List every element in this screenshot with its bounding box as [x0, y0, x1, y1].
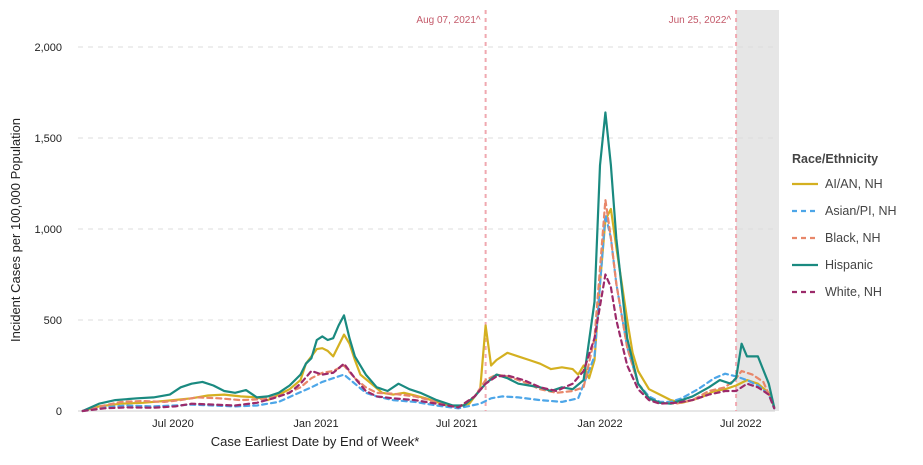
- grid-lines: [78, 46, 775, 412]
- y-axis-title: Incident Cases per 100,000 Population: [8, 118, 23, 342]
- y-tick-label: 1,000: [34, 224, 62, 236]
- y-tick-label: 500: [44, 315, 62, 327]
- annotations: Aug 07, 2021^ Jun 25, 2022^: [416, 10, 738, 411]
- legend-label: White, NH: [825, 285, 882, 299]
- annotation-label: Aug 07, 2021^: [416, 15, 480, 26]
- series-line: [81, 111, 776, 413]
- x-tick-label: Jul 2020: [152, 418, 194, 430]
- legend-title: Race/Ethnicity: [792, 152, 878, 166]
- legend-label: Black, NH: [825, 231, 881, 245]
- series-line: [81, 198, 776, 413]
- shaded-partial-data-region: [736, 10, 779, 411]
- series-lines: [81, 111, 776, 413]
- x-tick-label: Jul 2022: [720, 418, 762, 430]
- y-tick-label: 0: [56, 406, 62, 418]
- annotation-label: Jun 25, 2022^: [669, 15, 732, 26]
- x-tick-label: Jan 2022: [577, 418, 622, 430]
- series-line: [81, 213, 776, 413]
- legend: Race/Ethnicity AI/AN, NH Asian/PI, NH Blac…: [792, 152, 897, 299]
- legend-label: Hispanic: [825, 258, 873, 272]
- y-axis-ticks: 0 500 1,000 1,500 2,000: [34, 42, 62, 418]
- y-tick-label: 2,000: [34, 42, 62, 54]
- x-tick-label: Jan 2021: [293, 418, 338, 430]
- series-line: [81, 273, 776, 413]
- x-axis-title: Case Earliest Date by End of Week*: [211, 434, 420, 449]
- legend-label: Asian/PI, NH: [825, 204, 897, 218]
- y-tick-label: 1,500: [34, 133, 62, 145]
- series-line: [81, 207, 776, 413]
- x-tick-label: Jul 2021: [436, 418, 478, 430]
- legend-label: AI/AN, NH: [825, 177, 883, 191]
- x-axis-ticks: Jul 2020 Jan 2021 Jul 2021 Jan 2022 Jul 2022: [152, 418, 761, 430]
